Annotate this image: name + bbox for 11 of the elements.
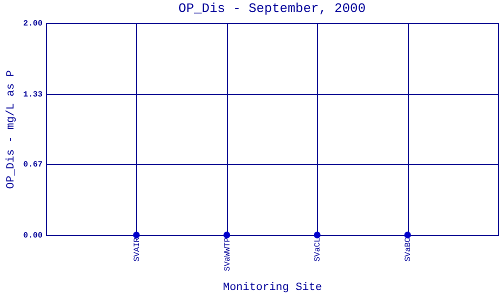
x-axis-title: Monitoring Site [222, 282, 322, 294]
x-tick-label: SVaBC [404, 237, 414, 262]
x-tick-label: SVaWWTP [223, 237, 232, 272]
y-tick-label: 1.33 [23, 90, 43, 100]
y-tick-label: 0.67 [23, 160, 43, 170]
y-tick-label: 0.00 [23, 232, 43, 240]
y-axis-title: OP_Dis - mg/L as P [5, 70, 18, 189]
y-tick-label: 2.00 [23, 20, 43, 28]
x-tick-label: SVAIR [132, 237, 142, 262]
chart-title: OP_Dis - September, 2000 [178, 1, 366, 16]
x-tick-label: SVaCL [314, 237, 323, 262]
